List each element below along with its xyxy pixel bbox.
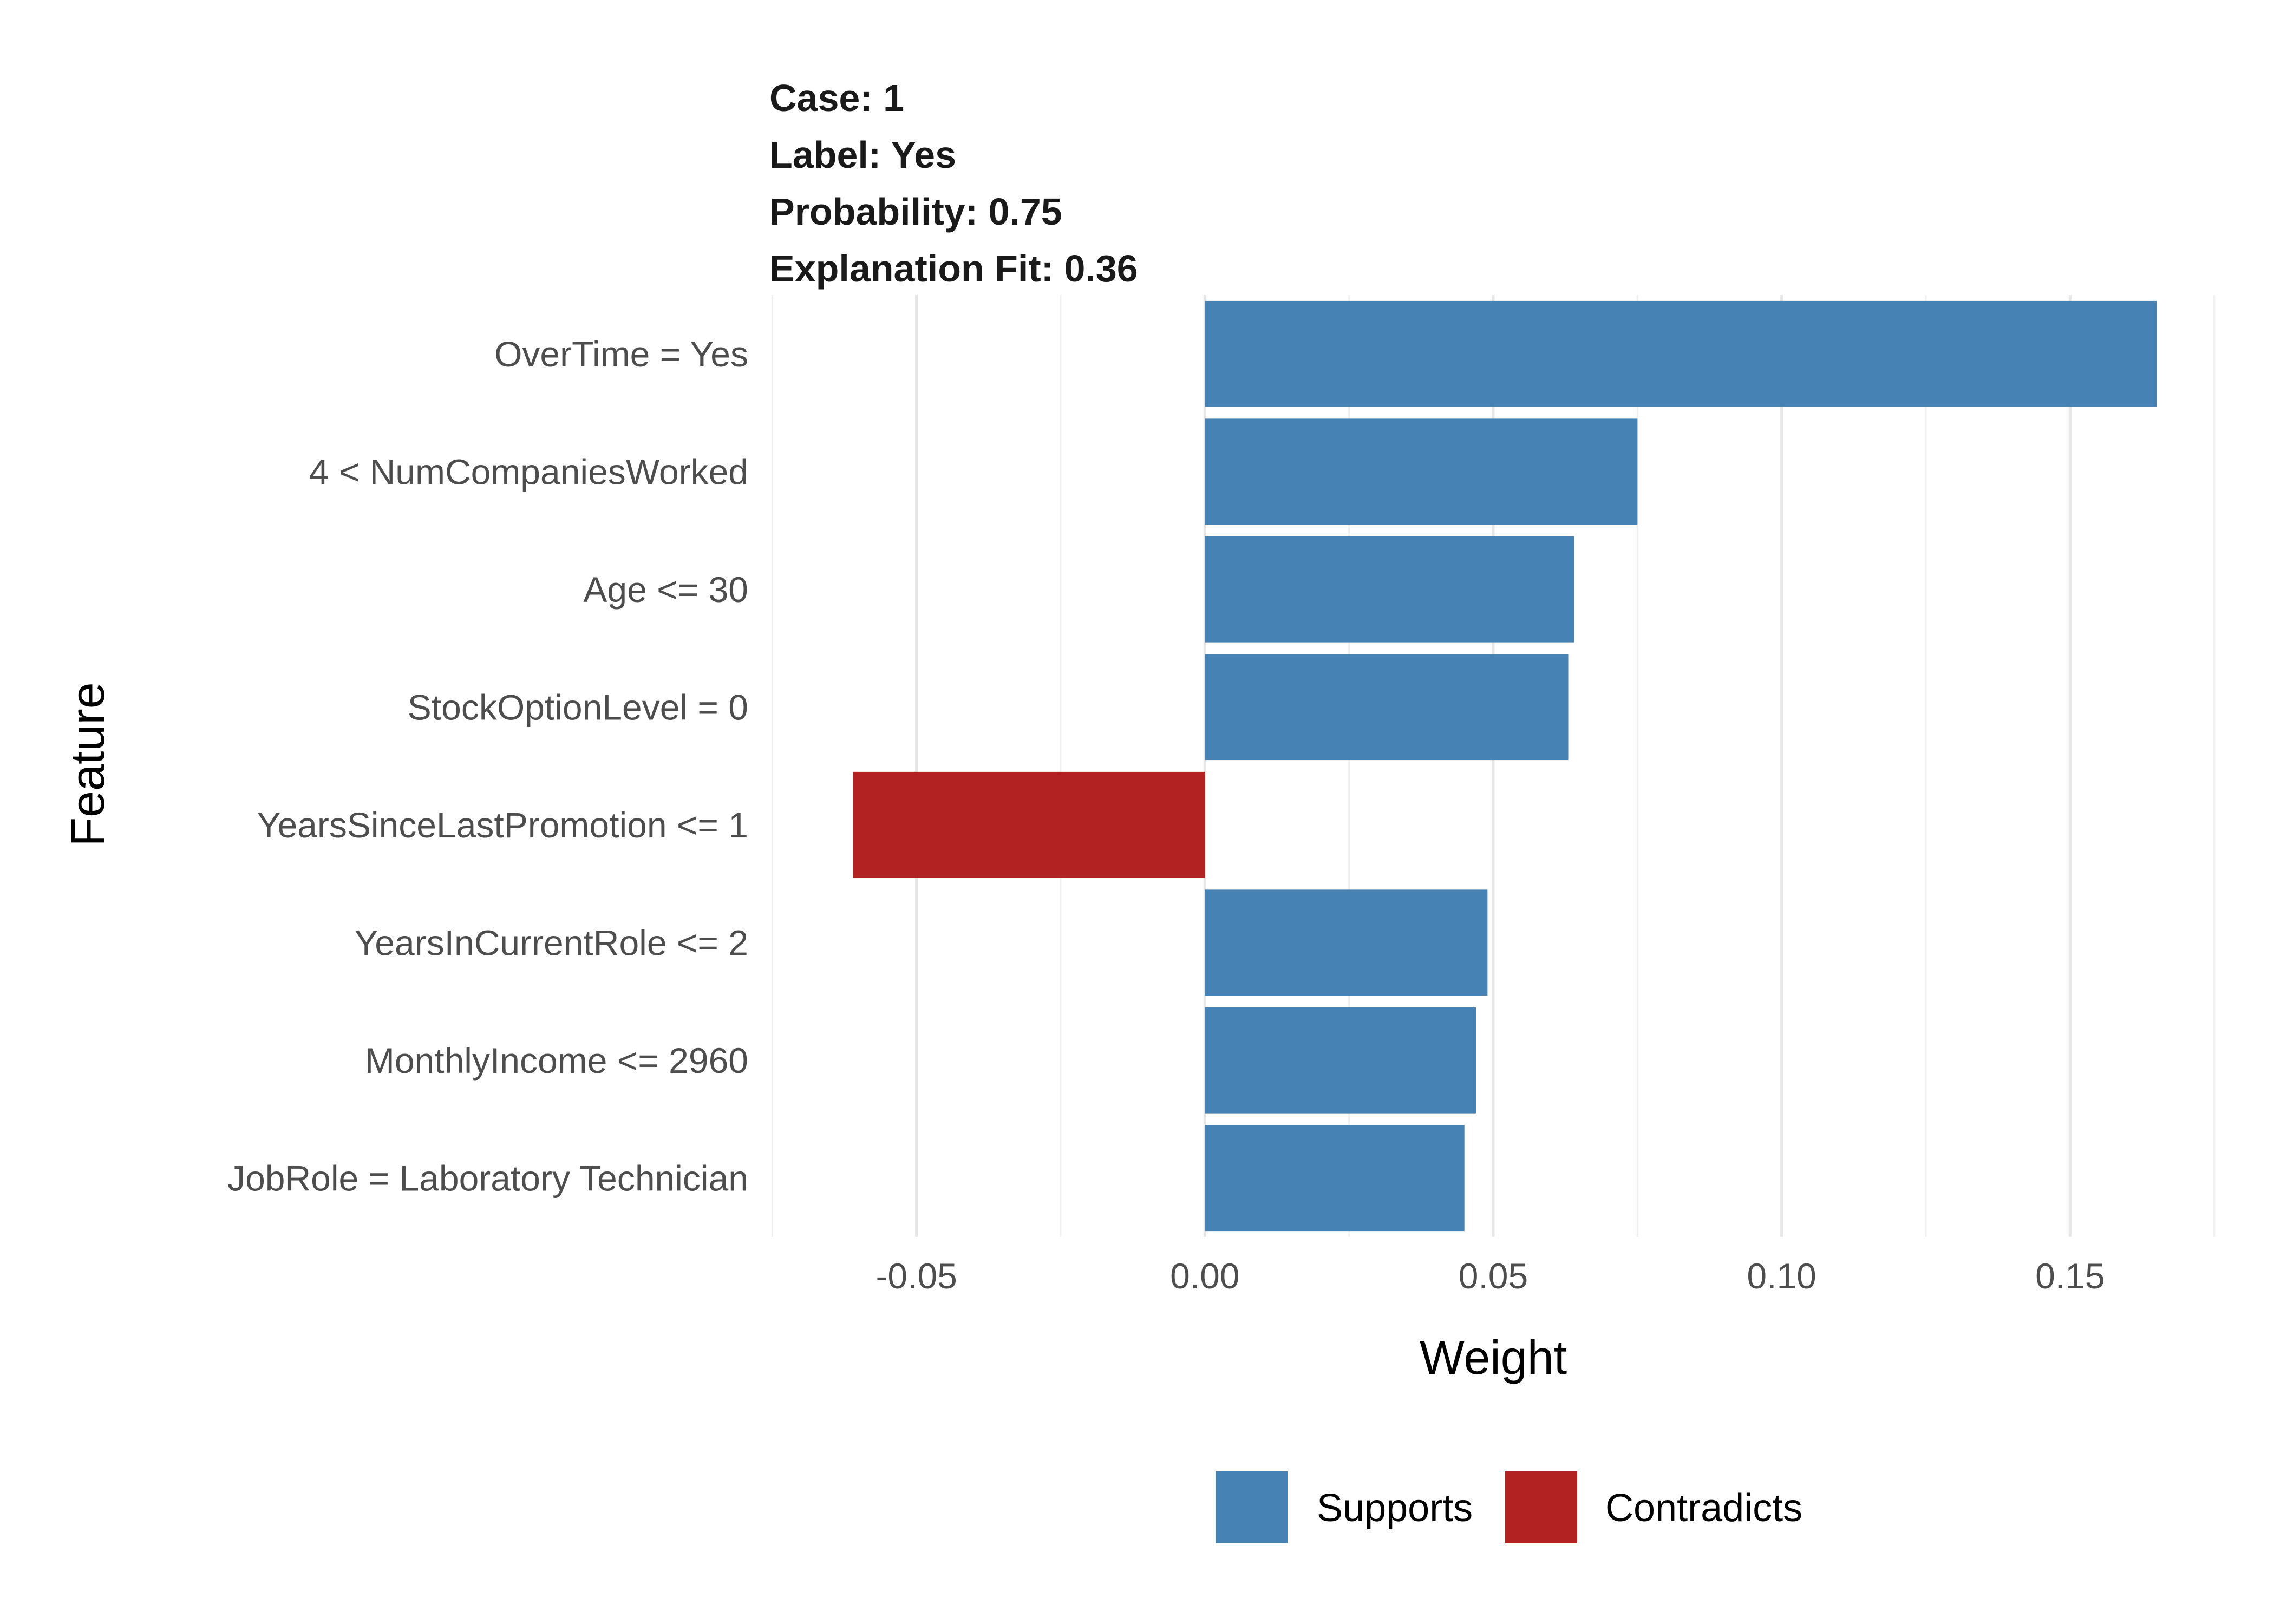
feature-label: YearsSinceLastPromotion <= 1 bbox=[257, 805, 748, 845]
title-line-label: Label: Yes bbox=[769, 134, 956, 176]
feature-label: JobRole = Laboratory Technician bbox=[227, 1158, 748, 1198]
feature-label: Age <= 30 bbox=[583, 569, 748, 610]
legend-label-supports: Supports bbox=[1317, 1487, 1473, 1530]
bar-supports bbox=[1205, 1007, 1476, 1114]
feature-label: YearsInCurrentRole <= 2 bbox=[354, 922, 748, 962]
chart-title-block: Case: 1 Label: Yes Probability: 0.75 Exp… bbox=[769, 77, 1138, 290]
x-axis-title: Weight bbox=[1420, 1331, 1567, 1384]
bar-supports bbox=[1205, 418, 1638, 525]
bar-supports bbox=[1205, 536, 1574, 643]
feature-label: OverTime = Yes bbox=[494, 334, 748, 374]
legend-key-supports bbox=[1216, 1471, 1288, 1543]
feature-label: MonthlyIncome <= 2960 bbox=[365, 1040, 748, 1081]
legend-key-contradicts bbox=[1505, 1471, 1577, 1543]
x-tick-label: 0.10 bbox=[1747, 1256, 1816, 1296]
x-tick-label: 0.05 bbox=[1459, 1256, 1528, 1296]
x-tick-labels: -0.05 0.00 0.05 0.10 0.15 bbox=[875, 1256, 2105, 1296]
x-tick-label: 0.15 bbox=[2035, 1256, 2105, 1296]
x-tick-label: -0.05 bbox=[875, 1256, 957, 1296]
title-line-case: Case: 1 bbox=[769, 77, 904, 119]
title-line-probability: Probability: 0.75 bbox=[769, 191, 1062, 233]
x-tick-label: 0.00 bbox=[1170, 1256, 1239, 1296]
bars bbox=[853, 300, 2157, 1232]
bar-supports bbox=[1205, 1125, 1465, 1232]
bar-supports bbox=[1205, 889, 1488, 996]
feature-label: StockOptionLevel = 0 bbox=[408, 687, 748, 727]
bar-supports bbox=[1205, 654, 1569, 761]
legend: Supports Contradicts bbox=[1216, 1471, 1802, 1543]
title-line-explanation-fit: Explanation Fit: 0.36 bbox=[769, 247, 1138, 290]
bar-supports bbox=[1205, 300, 2157, 407]
y-axis-title: Feature bbox=[61, 682, 114, 846]
legend-label-contradicts: Contradicts bbox=[1605, 1487, 1802, 1530]
feature-label: 4 < NumCompaniesWorked bbox=[309, 451, 748, 492]
feature-labels: OverTime = Yes 4 < NumCompaniesWorked Age … bbox=[227, 334, 748, 1199]
bar-contradicts bbox=[853, 771, 1205, 878]
